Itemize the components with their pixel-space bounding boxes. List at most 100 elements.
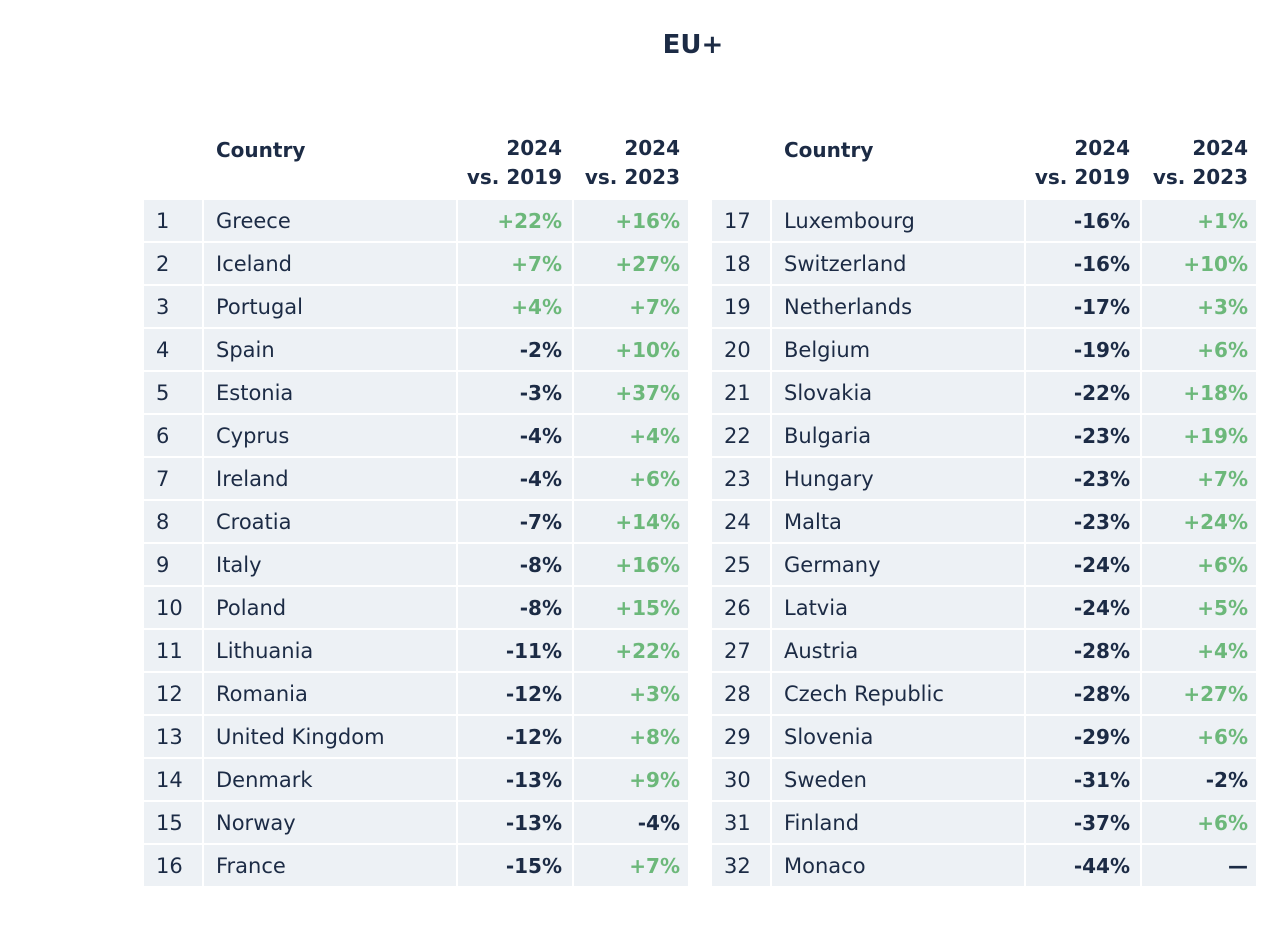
rank-cell: 25 <box>712 544 770 585</box>
change-vs-2019-cell: +22% <box>458 200 572 241</box>
change-vs-2019-cell: -24% <box>1026 587 1140 628</box>
change-vs-2023-cell: +8% <box>574 716 688 757</box>
table-row: 15 Norway -13% -4% <box>144 802 688 843</box>
change-vs-2023-cell: +6% <box>1142 544 1256 585</box>
rank-cell: 9 <box>144 544 202 585</box>
change-vs-2019-cell: -31% <box>1026 759 1140 800</box>
table-row: 21 Slovakia -22% +18% <box>712 372 1256 413</box>
rank-cell: 29 <box>712 716 770 757</box>
change-vs-2023-cell: +4% <box>574 415 688 456</box>
page-title: EU+ <box>662 30 724 60</box>
table-row: 18 Switzerland -16% +10% <box>712 243 1256 284</box>
rank-cell: 5 <box>144 372 202 413</box>
country-cell: Austria <box>772 630 1024 671</box>
rank-cell: 18 <box>712 243 770 284</box>
change-vs-2023-cell: +7% <box>574 286 688 327</box>
table-header: Country 2024 vs. 2019 2024 vs. 2023 <box>144 134 688 198</box>
table-row: 17 Luxembourg -16% +1% <box>712 200 1256 241</box>
table-header: Country 2024 vs. 2019 2024 vs. 2023 <box>712 134 1256 198</box>
vs-2023-header: 2024 vs. 2023 <box>574 134 688 192</box>
change-vs-2023-cell: +7% <box>574 845 688 886</box>
change-vs-2023-cell: +6% <box>1142 329 1256 370</box>
country-cell: Hungary <box>772 458 1024 499</box>
change-vs-2023-cell: -2% <box>1142 759 1256 800</box>
change-vs-2019-cell: +7% <box>458 243 572 284</box>
table-row: 9 Italy -8% +16% <box>144 544 688 585</box>
change-vs-2023-cell: +4% <box>1142 630 1256 671</box>
table-row: 32 Monaco -44% — <box>712 845 1256 886</box>
table-row: 11 Lithuania -11% +22% <box>144 630 688 671</box>
change-vs-2023-cell: +24% <box>1142 501 1256 542</box>
country-cell: Portugal <box>204 286 456 327</box>
country-cell: Poland <box>204 587 456 628</box>
rank-cell: 32 <box>712 845 770 886</box>
table-row: 29 Slovenia -29% +6% <box>712 716 1256 757</box>
table-row: 12 Romania -12% +3% <box>144 673 688 714</box>
country-cell: Cyprus <box>204 415 456 456</box>
country-cell: Slovenia <box>772 716 1024 757</box>
vs-2023-header-compare: vs. 2023 <box>584 165 680 189</box>
change-vs-2019-cell: -8% <box>458 587 572 628</box>
rank-cell: 16 <box>144 845 202 886</box>
change-vs-2023-cell: +10% <box>1142 243 1256 284</box>
table-row: 30 Sweden -31% -2% <box>712 759 1256 800</box>
change-vs-2019-cell: -4% <box>458 458 572 499</box>
table-row: 14 Denmark -13% +9% <box>144 759 688 800</box>
ranking-table-left: Country 2024 vs. 2019 2024 vs. 2023 1 Gre… <box>144 134 688 886</box>
rank-cell: 26 <box>712 587 770 628</box>
change-vs-2019-cell: +4% <box>458 286 572 327</box>
change-vs-2019-cell: -22% <box>1026 372 1140 413</box>
table-row: 5 Estonia -3% +37% <box>144 372 688 413</box>
vs-2023-header-compare: vs. 2023 <box>1152 165 1248 189</box>
country-cell: Belgium <box>772 329 1024 370</box>
change-vs-2023-cell: +18% <box>1142 372 1256 413</box>
rank-cell: 19 <box>712 286 770 327</box>
change-vs-2019-cell: -28% <box>1026 673 1140 714</box>
change-vs-2023-cell: +27% <box>574 243 688 284</box>
change-vs-2019-cell: -12% <box>458 673 572 714</box>
rank-cell: 17 <box>712 200 770 241</box>
vs-2019-header-year: 2024 <box>1074 136 1130 160</box>
country-cell: United Kingdom <box>204 716 456 757</box>
table-row: 3 Portugal +4% +7% <box>144 286 688 327</box>
change-vs-2023-cell: +27% <box>1142 673 1256 714</box>
country-cell: Greece <box>204 200 456 241</box>
change-vs-2019-cell: -7% <box>458 501 572 542</box>
country-cell: Latvia <box>772 587 1024 628</box>
rank-cell: 30 <box>712 759 770 800</box>
rank-cell: 11 <box>144 630 202 671</box>
country-cell: Germany <box>772 544 1024 585</box>
vs-2023-header: 2024 vs. 2023 <box>1142 134 1256 192</box>
table-row: 24 Malta -23% +24% <box>712 501 1256 542</box>
change-vs-2019-cell: -11% <box>458 630 572 671</box>
change-vs-2023-cell: +6% <box>574 458 688 499</box>
change-vs-2023-cell: +19% <box>1142 415 1256 456</box>
table-row: 6 Cyprus -4% +4% <box>144 415 688 456</box>
change-vs-2023-cell: +6% <box>1142 802 1256 843</box>
rank-cell: 21 <box>712 372 770 413</box>
change-vs-2019-cell: -19% <box>1026 329 1140 370</box>
country-cell: Denmark <box>204 759 456 800</box>
country-cell: Norway <box>204 802 456 843</box>
table-row: 7 Ireland -4% +6% <box>144 458 688 499</box>
table-row: 26 Latvia -24% +5% <box>712 587 1256 628</box>
change-vs-2019-cell: -12% <box>458 716 572 757</box>
table-row: 31 Finland -37% +6% <box>712 802 1256 843</box>
change-vs-2023-cell: +16% <box>574 200 688 241</box>
change-vs-2019-cell: -23% <box>1026 458 1140 499</box>
vs-2019-header-compare: vs. 2019 <box>1034 165 1130 189</box>
change-vs-2023-cell: +7% <box>1142 458 1256 499</box>
rank-cell: 24 <box>712 501 770 542</box>
table-row: 8 Croatia -7% +14% <box>144 501 688 542</box>
country-cell: Italy <box>204 544 456 585</box>
change-vs-2023-cell: -4% <box>574 802 688 843</box>
change-vs-2019-cell: -44% <box>1026 845 1140 886</box>
table-row: 4 Spain -2% +10% <box>144 329 688 370</box>
change-vs-2023-cell: +1% <box>1142 200 1256 241</box>
change-vs-2019-cell: -23% <box>1026 501 1140 542</box>
rank-cell: 27 <box>712 630 770 671</box>
change-vs-2019-cell: -37% <box>1026 802 1140 843</box>
change-vs-2023-cell: +6% <box>1142 716 1256 757</box>
country-header: Country <box>784 138 874 162</box>
rank-cell: 15 <box>144 802 202 843</box>
